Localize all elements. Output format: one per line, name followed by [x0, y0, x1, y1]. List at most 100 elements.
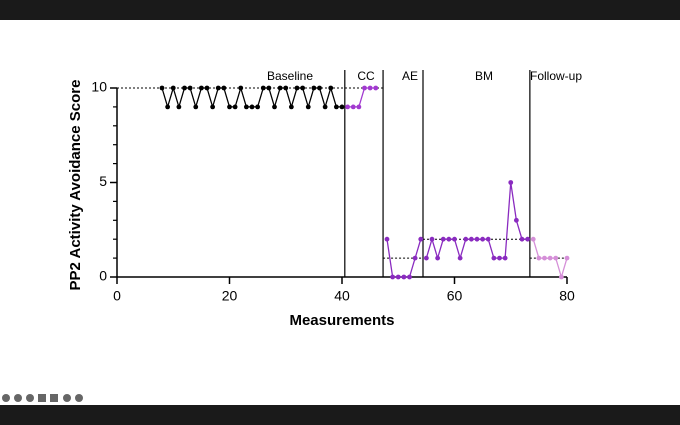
data-point [339, 104, 345, 110]
data-point [283, 85, 289, 91]
phase-label: Baseline [267, 69, 313, 83]
series-line [425, 182, 528, 261]
data-point [187, 85, 193, 91]
data-point [429, 236, 435, 242]
data-point [260, 85, 266, 91]
y-axis-title: PP2 Activity Avoidance Score [67, 80, 84, 291]
data-point [182, 85, 187, 91]
data-point [277, 85, 283, 91]
data-point [407, 274, 412, 280]
data-point [401, 274, 407, 280]
data-point [519, 236, 525, 242]
data-point [367, 85, 373, 91]
data-point [491, 255, 497, 261]
data-point [564, 255, 570, 261]
phase-label: BM [475, 69, 493, 83]
data-point [525, 236, 531, 242]
x-axis-title: Measurements [289, 312, 394, 329]
data-point [243, 104, 249, 110]
data-point [165, 104, 171, 110]
data-point [468, 236, 474, 242]
data-point [485, 236, 491, 242]
x-tick-label: 0 [113, 288, 121, 304]
data-point [345, 104, 351, 110]
data-point [530, 236, 536, 242]
data-point [221, 85, 227, 91]
data-point [412, 255, 418, 261]
data-point [553, 255, 559, 261]
x-tick-label: 40 [334, 288, 350, 304]
y-tick-label: 0 [99, 268, 107, 284]
data-point [542, 255, 547, 261]
data-point [266, 85, 272, 91]
data-point [362, 85, 367, 91]
data-point [227, 104, 232, 110]
slide [0, 20, 680, 405]
data-point [204, 85, 210, 91]
data-point [272, 104, 277, 110]
data-point [328, 85, 334, 91]
toolbar [2, 394, 83, 402]
data-point [300, 85, 306, 91]
data-point [317, 85, 322, 91]
toolbar-icon[interactable] [50, 394, 58, 402]
data-point [384, 236, 390, 242]
data-point [440, 236, 446, 242]
data-point [418, 236, 424, 242]
y-tick-label: 5 [99, 173, 107, 189]
data-point [350, 104, 356, 110]
data-point [333, 104, 339, 110]
data-point [255, 104, 261, 110]
toolbar-icon[interactable] [26, 394, 34, 402]
data-point [497, 255, 502, 261]
data-point [395, 274, 401, 280]
data-point [513, 217, 519, 223]
data-point [435, 255, 441, 261]
data-point [423, 255, 429, 261]
toolbar-icon[interactable] [2, 394, 10, 402]
y-tick-label: 10 [91, 79, 107, 95]
data-point [356, 104, 362, 110]
data-point [373, 85, 379, 91]
data-point [198, 85, 204, 91]
data-point [193, 104, 199, 110]
toolbar-icon[interactable] [75, 394, 83, 402]
data-point [547, 255, 553, 261]
data-point [446, 236, 452, 242]
data-point [311, 85, 317, 91]
data-point [457, 255, 463, 261]
data-point [232, 104, 238, 110]
data-point [170, 85, 176, 91]
x-tick-label: 20 [222, 288, 238, 304]
series-line [347, 87, 376, 108]
data-point [480, 236, 486, 242]
data-point [536, 255, 542, 261]
data-point [390, 274, 396, 280]
data-point [474, 236, 480, 242]
data-point [288, 104, 294, 110]
data-point [452, 236, 457, 242]
series-line [161, 85, 342, 110]
data-point [215, 85, 221, 91]
data-point [502, 255, 508, 261]
data-point [294, 85, 300, 91]
data-point [176, 104, 182, 110]
data-point [159, 85, 165, 91]
data-point [322, 104, 328, 110]
data-point [508, 180, 514, 185]
data-point [238, 85, 244, 91]
phase-label: Follow-up [530, 69, 582, 83]
toolbar-icon[interactable] [63, 394, 71, 402]
toolbar-icon[interactable] [14, 394, 22, 402]
data-point [558, 274, 564, 280]
data-point [210, 104, 216, 110]
phase-label: CC [357, 69, 375, 83]
data-point [249, 104, 255, 110]
x-tick-label: 80 [559, 288, 575, 304]
x-tick-label: 60 [447, 288, 463, 304]
data-point [305, 104, 311, 110]
phase-label: AE [402, 69, 418, 83]
toolbar-icon[interactable] [38, 394, 46, 402]
